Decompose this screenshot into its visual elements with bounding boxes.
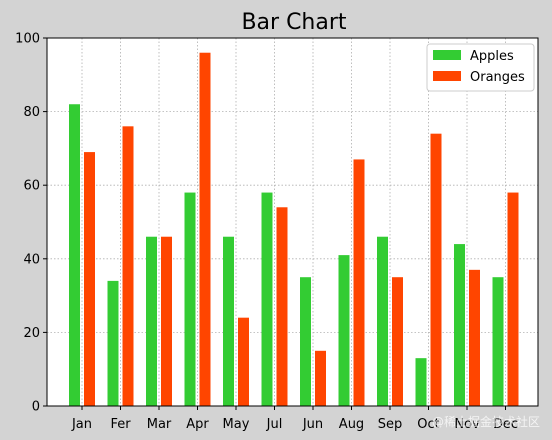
bars-group (69, 52, 519, 407)
bar-oranges-may (238, 317, 249, 406)
x-tick-label: May (223, 417, 250, 432)
bar-apples-nov (454, 244, 465, 406)
bar-oranges-fer (122, 126, 134, 406)
bar-apples-jan (69, 104, 80, 407)
plot-frame (46, 37, 539, 407)
bar-oranges-aug (353, 159, 365, 406)
y-tick-label: 60 (23, 179, 40, 194)
legend: Apples Oranges (426, 43, 535, 92)
y-tick-label: 40 (23, 252, 40, 267)
x-tick-label: Mar (147, 417, 172, 432)
bar-apples-may (223, 236, 234, 406)
bar-oranges-oct (430, 133, 442, 406)
x-tick-label: Dec (493, 417, 518, 432)
y-tick-label: 100 (15, 32, 40, 47)
x-tick-label: Jan (71, 417, 92, 432)
legend-label-apples: Apples (470, 49, 514, 64)
chart-title: Bar Chart (241, 10, 346, 35)
x-tick-label: Jun (302, 417, 323, 432)
x-tick-label: Jul (266, 417, 283, 432)
bar-oranges-jan (84, 152, 95, 406)
bar-oranges-nov (469, 269, 480, 406)
bar-apples-mar (146, 236, 157, 406)
bar-apples-oct (415, 358, 427, 406)
bar-apples-apr (184, 192, 196, 406)
x-tick-label: Sep (378, 417, 403, 432)
bar-apples-dec (492, 277, 504, 406)
axes: 0 20 40 60 80 100 Jan Fer Mar Apr May Jul Jun Aug Sep O… (15, 32, 518, 433)
bar-apples-jul (261, 192, 273, 406)
bar-oranges-sep (392, 277, 403, 406)
legend-swatch-apples (433, 50, 461, 60)
bar-oranges-mar (161, 236, 172, 406)
x-tick-label: Aug (339, 417, 364, 432)
legend-swatch-oranges (433, 71, 461, 81)
x-tick-label: Fer (110, 417, 131, 432)
bar-oranges-jul (276, 207, 288, 406)
bar-oranges-jun (315, 350, 326, 406)
bar-apples-jun (300, 277, 311, 406)
y-tick-label: 20 (23, 326, 40, 341)
legend-label-oranges: Oranges (470, 70, 525, 85)
x-tick-label: Apr (186, 417, 209, 432)
bar-apples-aug (338, 255, 350, 406)
bar-apples-sep (377, 236, 388, 406)
watermark-text: @稀土掘金技术社区 (432, 414, 540, 429)
x-tick-label: Nov (454, 417, 480, 432)
y-tick-label: 0 (32, 400, 40, 415)
bar-apples-fer (107, 280, 119, 406)
y-tick-label: 80 (23, 105, 40, 120)
bar-oranges-dec (507, 192, 519, 406)
x-tick-label: Oct (417, 417, 439, 432)
bar-oranges-apr (199, 52, 211, 406)
